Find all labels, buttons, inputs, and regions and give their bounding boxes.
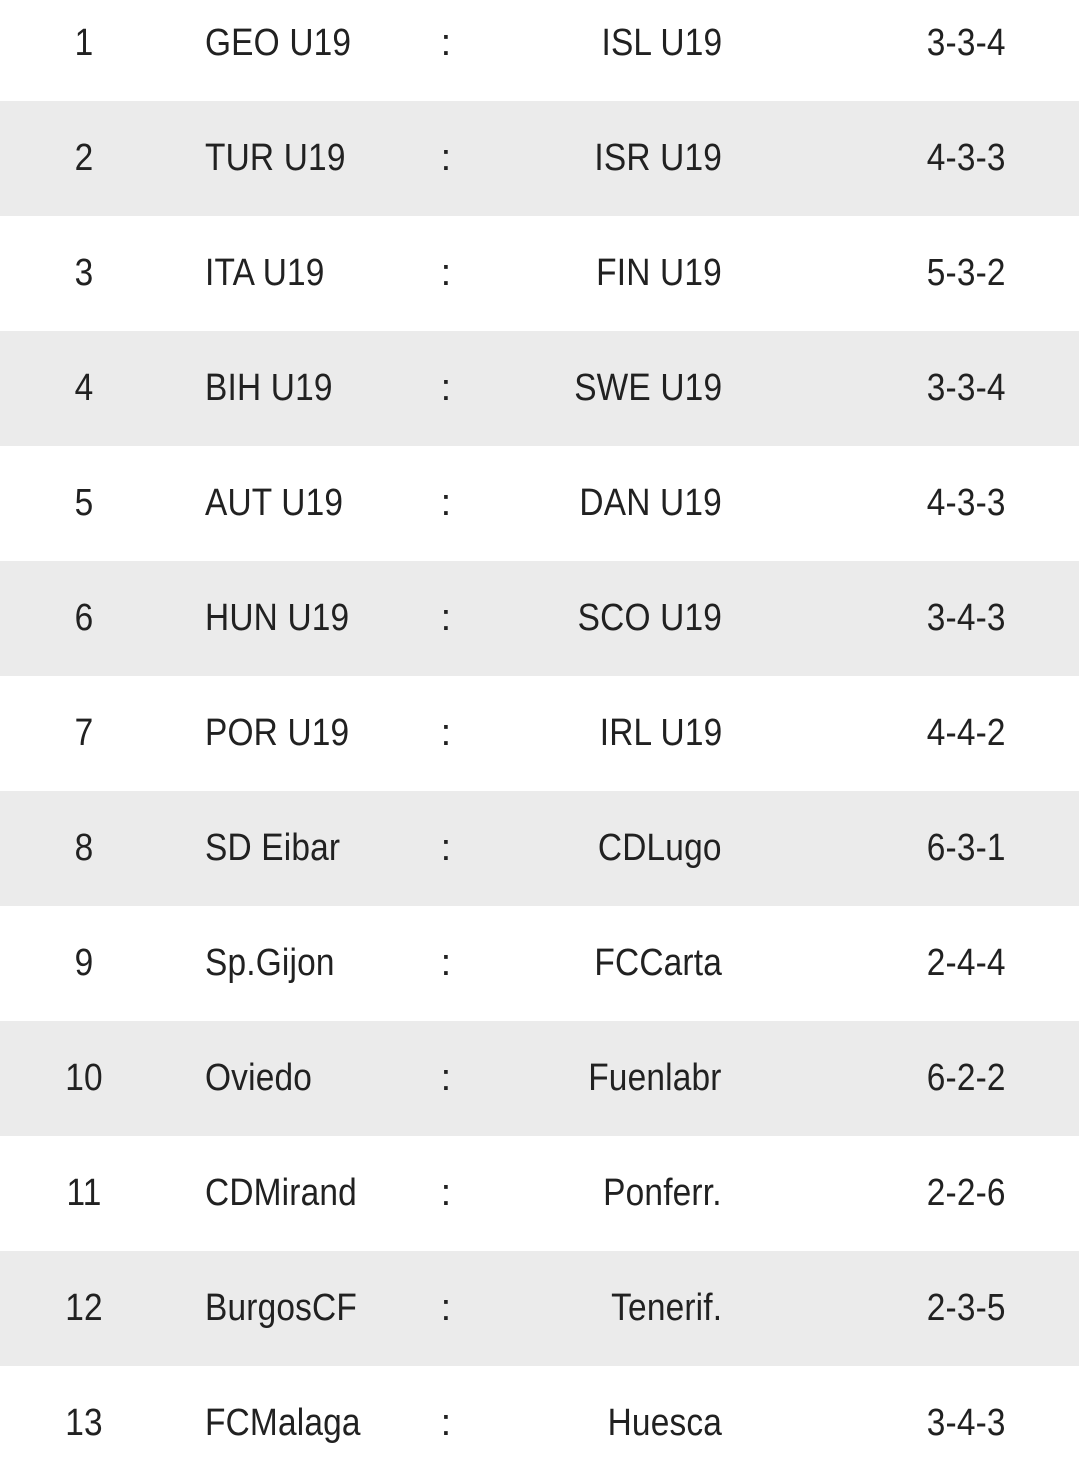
home-team: TUR U19 xyxy=(205,137,346,179)
away-team: ISR U19 xyxy=(594,137,722,179)
away-team: Tenerif. xyxy=(610,1287,722,1329)
home-team: CDMirand xyxy=(205,1172,357,1214)
match-score: 6-3-1 xyxy=(927,827,1006,869)
match-row[interactable]: 6 HUN U19 : SCO U19 3-4-3 xyxy=(0,561,1079,676)
separator: : xyxy=(440,252,452,294)
separator: : xyxy=(440,597,452,639)
separator: : xyxy=(440,367,452,409)
match-row[interactable]: 7 POR U19 : IRL U19 4-4-2 xyxy=(0,676,1079,791)
home-team: Sp.Gijon xyxy=(205,942,335,984)
match-number: 9 xyxy=(74,942,94,984)
home-team: POR U19 xyxy=(205,712,350,754)
match-row[interactable]: 11 CDMirand : Ponferr. 2-2-6 xyxy=(0,1136,1079,1251)
separator: : xyxy=(440,1172,452,1214)
match-row[interactable]: 5 AUT U19 : DAN U19 4-3-3 xyxy=(0,446,1079,561)
home-team: GEO U19 xyxy=(205,22,352,64)
match-row[interactable]: 2 TUR U19 : ISR U19 4-3-3 xyxy=(0,101,1079,216)
match-number: 5 xyxy=(74,482,94,524)
match-number: 2 xyxy=(74,137,94,179)
separator: : xyxy=(440,137,452,179)
home-team: HUN U19 xyxy=(205,597,350,639)
match-score: 2-3-5 xyxy=(927,1287,1006,1329)
match-score: 5-3-2 xyxy=(927,252,1006,294)
home-team: ITA U19 xyxy=(205,252,325,294)
match-number: 1 xyxy=(74,22,94,64)
match-score: 3-3-4 xyxy=(927,367,1006,409)
away-team: FIN U19 xyxy=(596,252,722,294)
match-number: 6 xyxy=(74,597,94,639)
away-team: DAN U19 xyxy=(579,482,722,524)
match-row[interactable]: 1 GEO U19 : ISL U19 3-3-4 xyxy=(0,0,1079,101)
match-number: 12 xyxy=(65,1287,103,1329)
away-team: Huesca xyxy=(607,1402,722,1444)
home-team: SD Eibar xyxy=(205,827,341,869)
match-score: 4-4-2 xyxy=(927,712,1006,754)
match-number: 11 xyxy=(66,1172,102,1214)
separator: : xyxy=(440,827,452,869)
home-team: BIH U19 xyxy=(205,367,333,409)
match-number: 10 xyxy=(65,1057,103,1099)
separator: : xyxy=(440,1402,452,1444)
match-row[interactable]: 13 FCMalaga : Huesca 3-4-3 xyxy=(0,1366,1079,1455)
match-number: 13 xyxy=(65,1402,103,1444)
match-row[interactable]: 3 ITA U19 : FIN U19 5-3-2 xyxy=(0,216,1079,331)
separator: : xyxy=(440,482,452,524)
match-row[interactable]: 8 SD Eibar : CDLugo 6-3-1 xyxy=(0,791,1079,906)
match-row[interactable]: 12 BurgosCF : Tenerif. 2-3-5 xyxy=(0,1251,1079,1366)
home-team: Oviedo xyxy=(205,1057,313,1099)
match-number: 8 xyxy=(74,827,94,869)
match-score: 3-4-3 xyxy=(927,597,1006,639)
match-row[interactable]: 9 Sp.Gijon : FCCarta 2-4-4 xyxy=(0,906,1079,1021)
away-team: Ponferr. xyxy=(603,1172,722,1214)
separator: : xyxy=(440,22,452,64)
match-score: 6-2-2 xyxy=(927,1057,1006,1099)
match-number: 7 xyxy=(74,712,94,754)
separator: : xyxy=(440,1287,452,1329)
match-row[interactable]: 10 Oviedo : Fuenlabr 6-2-2 xyxy=(0,1021,1079,1136)
away-team: SWE U19 xyxy=(573,367,722,409)
home-team: AUT U19 xyxy=(205,482,344,524)
match-number: 3 xyxy=(74,252,94,294)
away-team: CDLugo xyxy=(598,827,722,869)
match-score: 3-4-3 xyxy=(927,1402,1006,1444)
match-score: 4-3-3 xyxy=(927,482,1006,524)
match-score: 4-3-3 xyxy=(927,137,1006,179)
match-number: 4 xyxy=(74,367,94,409)
home-team: BurgosCF xyxy=(205,1287,357,1329)
away-team: ISL U19 xyxy=(601,22,722,64)
match-row[interactable]: 4 BIH U19 : SWE U19 3-3-4 xyxy=(0,331,1079,446)
away-team: SCO U19 xyxy=(577,597,722,639)
away-team: IRL U19 xyxy=(599,712,722,754)
away-team: FCCarta xyxy=(594,942,722,984)
home-team: FCMalaga xyxy=(205,1402,361,1444)
match-score: 2-4-4 xyxy=(927,942,1006,984)
separator: : xyxy=(440,712,452,754)
match-score: 2-2-6 xyxy=(927,1172,1006,1214)
away-team: Fuenlabr xyxy=(588,1057,722,1099)
separator: : xyxy=(440,942,452,984)
match-score: 3-3-4 xyxy=(927,22,1006,64)
separator: : xyxy=(440,1057,452,1099)
